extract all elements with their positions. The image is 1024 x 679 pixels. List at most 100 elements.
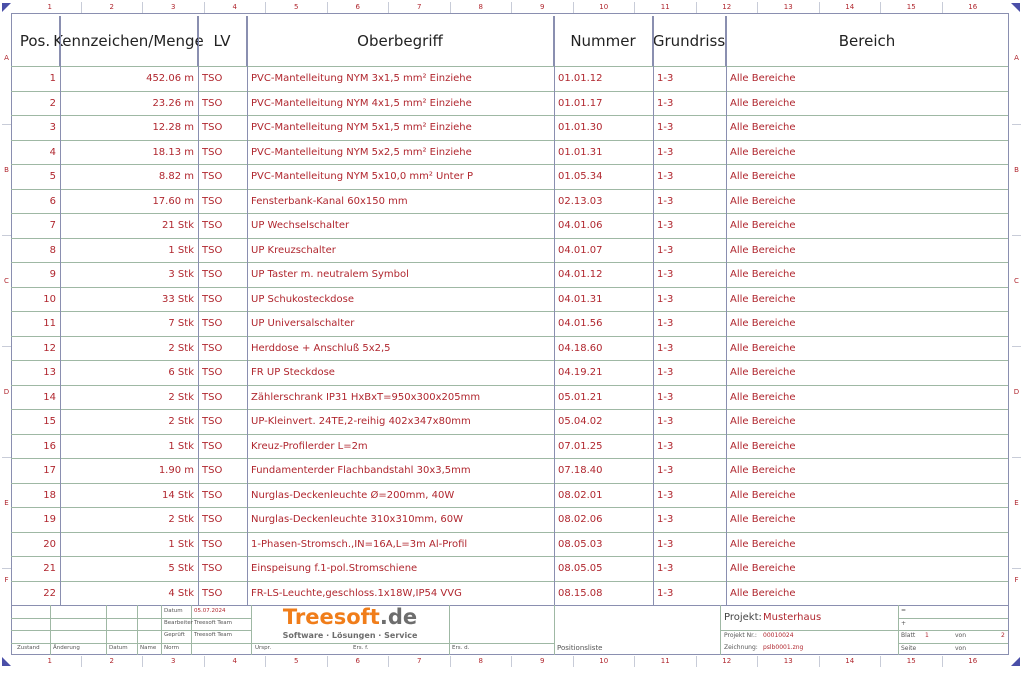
cell-menge: 8.82 m: [158, 171, 194, 182]
ruler-column-top: 7: [388, 2, 450, 13]
cell-menge: 2 Stk: [168, 391, 194, 403]
cell-pos: 15: [43, 416, 56, 427]
cell-pos: 9: [49, 269, 56, 280]
cell-oberbegriff: Kreuz-Profilerder L=2m: [251, 440, 368, 452]
cell-oberbegriff: PVC-Mantelleitung NYM 5x2,5 mm² Einziehe: [251, 146, 472, 158]
header-lv: LV: [198, 16, 247, 66]
cell-nummer: 04.01.06: [558, 220, 603, 231]
cell-menge: 17.60 m: [152, 195, 194, 207]
table-row: 2 23.26 m TSO PVC-Mantelleitung NYM 4x1,5 m…: [11, 90, 1008, 116]
ruler-column-bottom: 7: [388, 656, 450, 667]
blatt-von-label: von: [955, 632, 967, 639]
ruler-column-top: 13: [757, 2, 819, 13]
corner-marker-top-left: [2, 3, 11, 12]
cell-menge: 3 Stk: [168, 269, 194, 280]
ruler-row-left: A: [4, 54, 9, 62]
cell-nummer: 07.18.40: [558, 465, 603, 476]
cell-lv: TSO: [202, 293, 223, 305]
column-divider: [198, 16, 199, 605]
ruler-column-bottom: 1: [47, 657, 52, 665]
ruler-column-top: 8: [449, 2, 512, 13]
zustand-label: Zustand: [17, 645, 40, 651]
geprueft-label: Geprüft: [164, 632, 185, 638]
ruler-row-right: D: [1012, 346, 1021, 457]
table-row: 5 8.82 m TSO PVC-Mantelleitung NYM 5x10,0 m…: [11, 164, 1008, 189]
table-row: 1 452.06 m TSO PVC-Mantelleitung NYM 3x1,5 …: [11, 66, 1008, 91]
document-title: Positionsliste: [557, 644, 603, 652]
cell-pos: 6: [49, 195, 56, 207]
cell-lv: TSO: [202, 122, 223, 133]
cell-lv: TSO: [202, 244, 223, 256]
cell-lv: TSO: [202, 318, 223, 329]
cell-bereich: Alle Bereiche: [730, 220, 796, 231]
ruler-column-top: 1: [47, 3, 52, 11]
blatt-label: Blatt: [901, 632, 916, 639]
projekt-nr-label: Projekt Nr.:: [724, 632, 757, 639]
ruler-row-right: B: [1012, 124, 1021, 235]
cell-bereich: Alle Bereiche: [730, 489, 796, 501]
header-nummer: Nummer: [554, 16, 653, 66]
cell-pos: 12: [43, 342, 56, 354]
table-row: 3 12.28 m TSO PVC-Mantelleitung NYM 5x1,5 m…: [11, 115, 1008, 140]
ruler-row-right: E: [1012, 457, 1021, 568]
cell-grundriss: 1-3: [657, 342, 674, 354]
ruler-column-bottom: 6: [326, 656, 389, 667]
eq-marker: =: [901, 607, 907, 614]
ruler-row-right: C: [1012, 235, 1021, 346]
cell-nummer: 04.01.56: [558, 318, 603, 329]
ruler-column-top: 12: [695, 2, 758, 13]
cell-lv: TSO: [202, 367, 223, 378]
table-row: 15 2 Stk TSO UP-Kleinvert. 24TE,2-reihig 40…: [11, 409, 1008, 434]
aenderung-label: Änderung: [53, 645, 80, 651]
cell-pos: 4: [49, 146, 56, 158]
cell-nummer: 08.02.01: [558, 489, 603, 501]
cell-grundriss: 1-3: [657, 97, 674, 109]
ruler-column-bottom: 11: [634, 656, 696, 667]
cell-lv: TSO: [202, 514, 223, 525]
geprueft-value: Treesoft Team: [194, 632, 232, 638]
ruler-column-bottom: 8: [449, 656, 512, 667]
column-divider: [554, 16, 555, 605]
cell-lv: TSO: [202, 391, 223, 403]
datum-col-label: Datum: [109, 645, 128, 651]
cell-pos: 21: [43, 563, 56, 574]
cell-nummer: 01.01.30: [558, 122, 603, 133]
table-row: 16 1 Stk TSO Kreuz-Profilerder L=2m 07.01.25…: [11, 433, 1008, 459]
cell-bereich: Alle Bereiche: [730, 342, 796, 354]
cell-lv: TSO: [202, 269, 223, 280]
cell-menge: 2 Stk: [168, 342, 194, 354]
table-row: 14 2 Stk TSO Zählerschrank IP31 HxBxT=950x3…: [11, 384, 1008, 410]
table-row: 7 21 Stk TSO UP Wechselschalter 04.01.06 1-3 A…: [11, 213, 1008, 238]
ruler-column-bottom: 15: [880, 656, 942, 667]
cell-bereich: Alle Bereiche: [730, 587, 796, 599]
column-divider: [726, 16, 727, 605]
cell-pos: 3: [49, 122, 56, 133]
table-row: 4 18.13 m TSO PVC-Mantelleitung NYM 5x2,5 m…: [11, 139, 1008, 165]
cell-menge: 1 Stk: [168, 440, 194, 452]
cell-menge: 452.06 m: [146, 73, 194, 84]
header-bereich: Bereich: [838, 32, 896, 50]
cell-bereich: Alle Bereiche: [730, 563, 796, 574]
cell-bereich: Alle Bereiche: [730, 73, 796, 84]
cell-lv: TSO: [202, 146, 223, 158]
cell-oberbegriff: UP Universalschalter: [251, 318, 355, 329]
ruler-column-top: 16: [941, 2, 1004, 13]
cell-grundriss: 1-3: [657, 514, 674, 525]
cell-pos: 18: [43, 489, 56, 501]
cell-menge: 18.13 m: [152, 146, 194, 158]
cell-nummer: 01.01.12: [558, 73, 603, 84]
cell-bereich: Alle Bereiche: [730, 538, 796, 550]
cell-grundriss: 1-3: [657, 195, 674, 207]
cell-grundriss: 1-3: [657, 146, 674, 158]
cell-bereich: Alle Bereiche: [730, 514, 796, 525]
cell-nummer: 05.04.02: [558, 416, 603, 427]
cell-bereich: Alle Bereiche: [730, 269, 796, 280]
ruler-row-left: C: [2, 235, 11, 346]
cell-grundriss: 1-3: [657, 538, 674, 550]
projekt-label: Projekt:: [724, 612, 762, 623]
ruler-row-right: A: [1014, 54, 1019, 62]
table-row: 12 2 Stk TSO Herddose + Anschluß 5x2,5 04.18…: [11, 335, 1008, 361]
cell-oberbegriff: UP Wechselschalter: [251, 220, 350, 231]
seite-von-label: von: [955, 645, 967, 652]
cell-pos: 10: [43, 293, 56, 305]
